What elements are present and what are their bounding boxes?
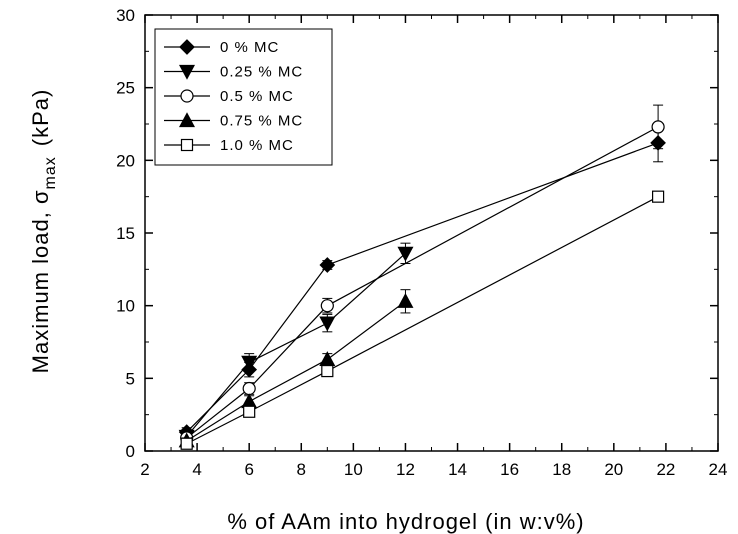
legend-label: 0 % MC [220, 39, 279, 56]
series-line [186, 142, 659, 433]
x-tick-label: 6 [244, 460, 253, 479]
legend-marker [178, 64, 196, 80]
data-point [320, 299, 334, 313]
series-4 [180, 190, 665, 450]
legend-marker [180, 89, 194, 103]
x-tick-label: 16 [500, 460, 519, 479]
series-line [186, 252, 406, 437]
y-axis-title-unit: (kPa) [28, 89, 53, 147]
y-tick-label: 30 [116, 6, 135, 25]
legend-label: 0.25 % MC [220, 64, 303, 81]
y-axis-title-main: Maximum load, σ [28, 189, 53, 373]
series-layer [178, 104, 666, 450]
x-tick-label: 14 [448, 460, 467, 479]
data-point [397, 246, 414, 262]
data-point [243, 405, 256, 418]
y-tick-label: 10 [116, 297, 135, 316]
x-tick-label: 10 [344, 460, 363, 479]
x-tick-label: 20 [604, 460, 623, 479]
x-tick-label: 24 [709, 460, 728, 479]
legend-item: 1.0 % MC [164, 137, 294, 154]
legend-marker [180, 138, 194, 152]
x-tick-label: 22 [656, 460, 675, 479]
legend-marker [179, 39, 195, 55]
legend-item: 0.25 % MC [164, 64, 303, 81]
series-1 [178, 242, 414, 445]
x-axis-title: % of AAm into hydrogel (in w:v%) [227, 509, 584, 534]
data-point [180, 437, 193, 450]
data-point [319, 257, 336, 273]
y-tick-label: 0 [126, 442, 135, 461]
legend-item: 0.75 % MC [164, 112, 303, 130]
x-tick-label: 12 [396, 460, 415, 479]
data-point [241, 393, 258, 409]
series-line [186, 196, 659, 445]
data-point [321, 364, 334, 378]
legend-item: 0 % MC [164, 39, 279, 56]
x-tick-label: 4 [192, 460, 201, 479]
legend: 0 % MC 0.25 % MC 0.5 % MC 0.75 % MC 1.0 % MC [154, 28, 333, 166]
y-tick-label: 15 [116, 224, 135, 243]
data-point [242, 381, 256, 396]
data-point [397, 293, 414, 308]
x-tick-label: 18 [552, 460, 571, 479]
y-tick-label: 5 [126, 369, 135, 388]
series-line [186, 300, 406, 442]
data-point [651, 120, 665, 134]
y-axis-title-subscript: max [42, 156, 59, 189]
legend-label: 0.5 % MC [220, 88, 294, 105]
x-tick-label: 8 [297, 460, 306, 479]
series-3 [178, 289, 414, 448]
data-point [651, 190, 665, 203]
y-tick-label: 25 [116, 79, 135, 98]
data-point [241, 355, 258, 371]
legend-label: 1.0 % MC [220, 137, 294, 154]
series-line [186, 126, 659, 439]
data-point [319, 316, 336, 332]
data-point [319, 351, 336, 367]
legend-item: 0.5 % MC [164, 88, 294, 105]
legend-label: 0.75 % MC [220, 113, 303, 130]
y-tick-label: 20 [116, 151, 135, 170]
legend-marker [178, 112, 196, 128]
y-axis-title: Maximum load, σmax (kPa) [28, 89, 59, 374]
x-tick-label: 2 [140, 460, 149, 479]
